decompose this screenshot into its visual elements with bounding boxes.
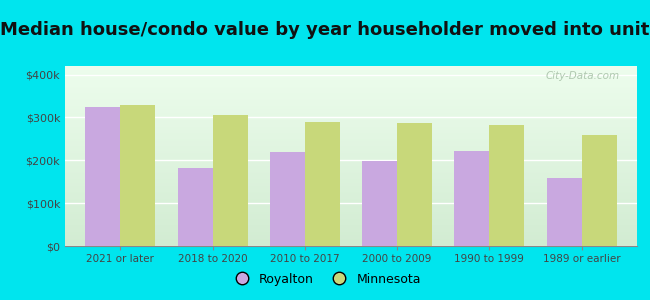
Bar <box>362 161 397 246</box>
Bar <box>305 122 340 246</box>
Bar <box>270 152 305 246</box>
Bar <box>213 115 248 246</box>
Text: City-Data.com: City-Data.com <box>546 71 620 81</box>
Text: Median house/condo value by year householder moved into unit: Median house/condo value by year househo… <box>0 21 650 39</box>
Bar <box>397 123 432 246</box>
Bar <box>177 168 213 246</box>
Bar <box>454 151 489 246</box>
Legend: Royalton, Minnesota: Royalton, Minnesota <box>224 268 426 291</box>
Bar <box>489 125 525 246</box>
Bar <box>582 135 617 246</box>
Bar <box>547 178 582 246</box>
Bar <box>85 107 120 246</box>
Bar <box>120 105 155 246</box>
